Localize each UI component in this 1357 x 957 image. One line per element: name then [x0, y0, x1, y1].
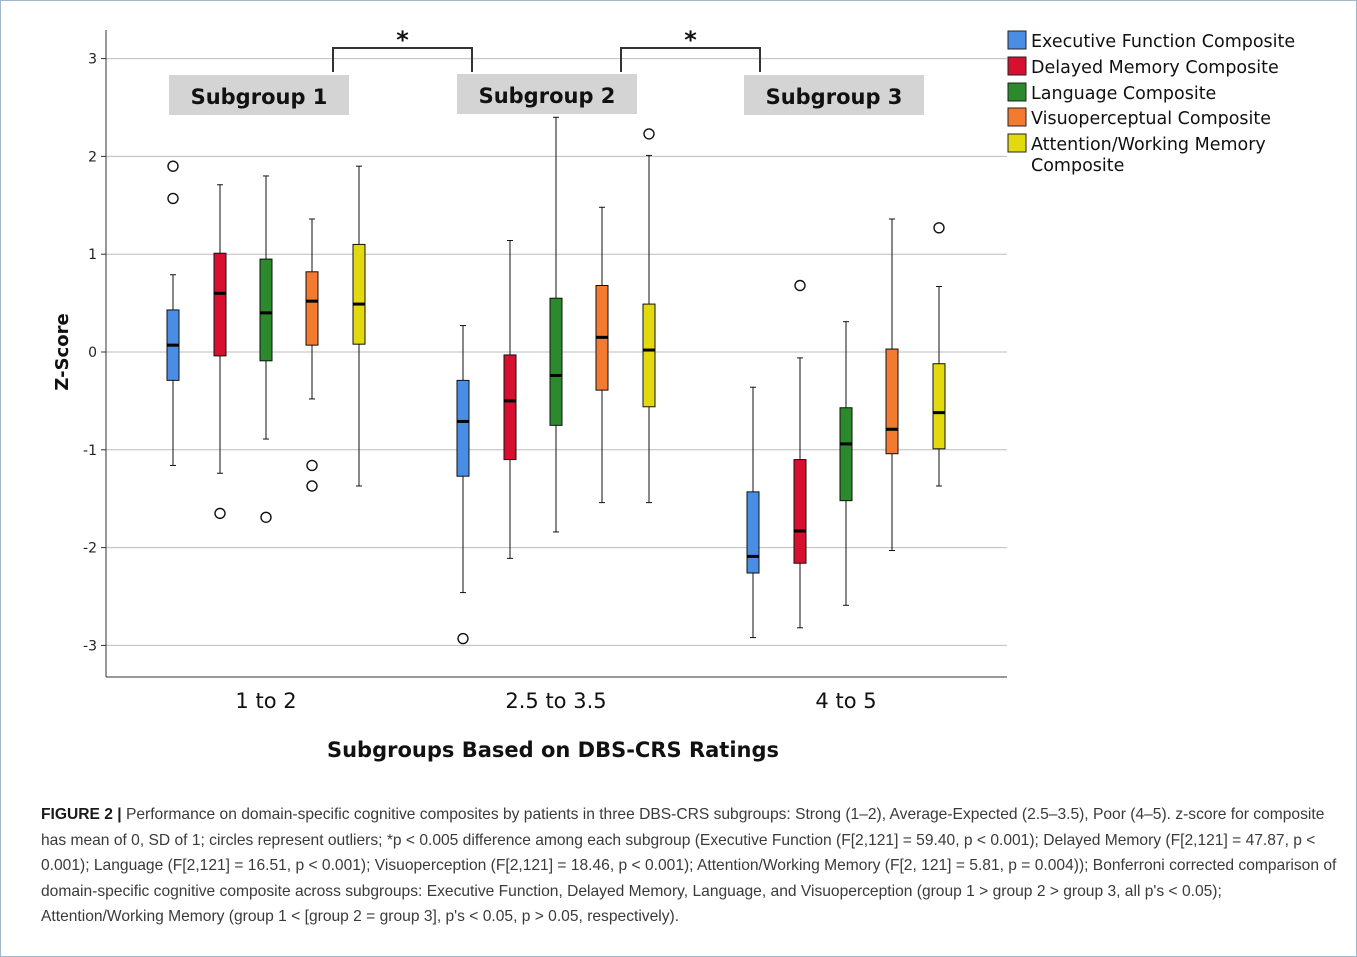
box-iqr: [642, 303, 656, 408]
y-tick-label: 2: [88, 149, 97, 165]
box-iqr: [932, 363, 946, 450]
box-iqr: [549, 297, 563, 426]
subgroup-box-3: [744, 75, 924, 115]
box-1-1: [166, 160, 180, 466]
box-iqr: [213, 252, 227, 357]
significance-brackets: * *: [332, 26, 761, 72]
box-3-3: [839, 321, 853, 606]
box-iqr: [503, 354, 517, 461]
box-iqr: [885, 348, 899, 455]
outlier-point: [260, 511, 272, 523]
subgroup-labels: Subgroup 1 Subgroup 2 Subgroup 3: [169, 74, 924, 115]
outlier-point: [306, 459, 318, 472]
subgroup-label-1: Subgroup 1: [191, 85, 328, 109]
box-1-2: [456, 325, 470, 645]
x-axis-label: Subgroups Based on DBS-CRS Ratings: [327, 738, 779, 762]
box-iqr: [793, 459, 807, 564]
x-tick-label: 2.5 to 3.5: [505, 689, 606, 713]
box-series: [166, 116, 946, 645]
x-tick-label: 4 to 5: [815, 689, 876, 713]
box-5-2: [642, 128, 656, 504]
box-2-2: [503, 240, 517, 559]
legend-label: Attention/Working Memory: [1031, 135, 1266, 155]
legend-swatch: [1007, 133, 1027, 153]
outlier-point: [643, 128, 655, 140]
y-tick-label: 3: [88, 52, 97, 68]
bracket-2: [620, 47, 761, 72]
legend-label: Executive Function Composite: [1031, 32, 1295, 52]
y-tick-label: -3: [83, 638, 97, 654]
x-tick-labels: 1 to 2 2.5 to 3.5 4 to 5: [235, 689, 876, 713]
x-tick-label: 1 to 2: [235, 689, 296, 713]
boxplot-chart: -3 -2 -1 0 1 2 3 1 to 2 2.5 to 3.5 4 to 5 Z-Scor…: [52, 26, 1295, 762]
outlier-point: [794, 279, 806, 292]
box-4-2: [595, 206, 609, 504]
y-tick-label: 1: [88, 247, 97, 263]
caption-text: Performance on domain-specific cognitive…: [41, 806, 1337, 925]
box-iqr: [456, 379, 470, 477]
outlier-point: [457, 632, 469, 645]
outlier-point: [167, 160, 179, 172]
legend-label: Language Composite: [1031, 84, 1216, 104]
box-3-2: [549, 116, 563, 533]
box-iqr: [839, 407, 853, 502]
box-iqr: [259, 258, 273, 362]
box-2-1: [213, 184, 227, 520]
legend: Executive Function Composite Delayed Memo…: [1007, 30, 1295, 176]
box-5-1: [352, 165, 366, 487]
y-tick-labels: -3 -2 -1 0 1 2 3: [83, 52, 106, 654]
box-iqr: [352, 243, 366, 345]
y-axis-label: Z-Score: [52, 313, 73, 390]
box-4-1: [305, 218, 319, 492]
legend-label: Visuoperceptual Composite: [1031, 109, 1271, 129]
subgroup-label-2: Subgroup 2: [479, 84, 616, 108]
legend-item-2: Delayed Memory Composite: [1007, 56, 1279, 78]
legend-swatch: [1007, 56, 1027, 76]
figure-caption: FIGURE 2 | Performance on domain-specifi…: [41, 802, 1341, 930]
legend-item-1: Executive Function Composite: [1007, 30, 1295, 52]
significance-star: *: [396, 26, 409, 54]
box-4-3: [885, 218, 899, 552]
legend-item-4: Visuoperceptual Composite: [1007, 107, 1271, 129]
box-iqr: [746, 491, 760, 574]
legend-swatch: [1007, 107, 1027, 127]
legend-swatch: [1007, 82, 1027, 102]
subgroup-label-3: Subgroup 3: [766, 85, 903, 109]
legend-item-3: Language Composite: [1007, 82, 1216, 104]
gridlines: [106, 58, 1007, 646]
y-tick-label: -2: [83, 541, 97, 557]
legend-label: Delayed Memory Composite: [1031, 58, 1279, 78]
subgroup-box-1: [169, 75, 349, 115]
box-1-3: [746, 386, 760, 639]
box-2-3: [793, 279, 807, 629]
y-tick-label: -1: [83, 443, 97, 459]
figure-label: FIGURE 2 |: [41, 806, 122, 823]
legend-swatch: [1007, 30, 1027, 50]
significance-star: *: [684, 26, 697, 54]
y-tick-label: 0: [88, 345, 97, 361]
outlier-point: [306, 480, 318, 492]
outlier-point: [214, 507, 226, 520]
box-5-3: [932, 222, 946, 487]
legend-label: Composite: [1031, 156, 1124, 176]
box-iqr: [305, 271, 319, 346]
outlier-point: [933, 222, 945, 234]
subgroup-box-2: [457, 74, 637, 114]
outlier-point: [167, 192, 179, 205]
bracket-1: [332, 47, 473, 72]
box-3-1: [259, 175, 273, 523]
